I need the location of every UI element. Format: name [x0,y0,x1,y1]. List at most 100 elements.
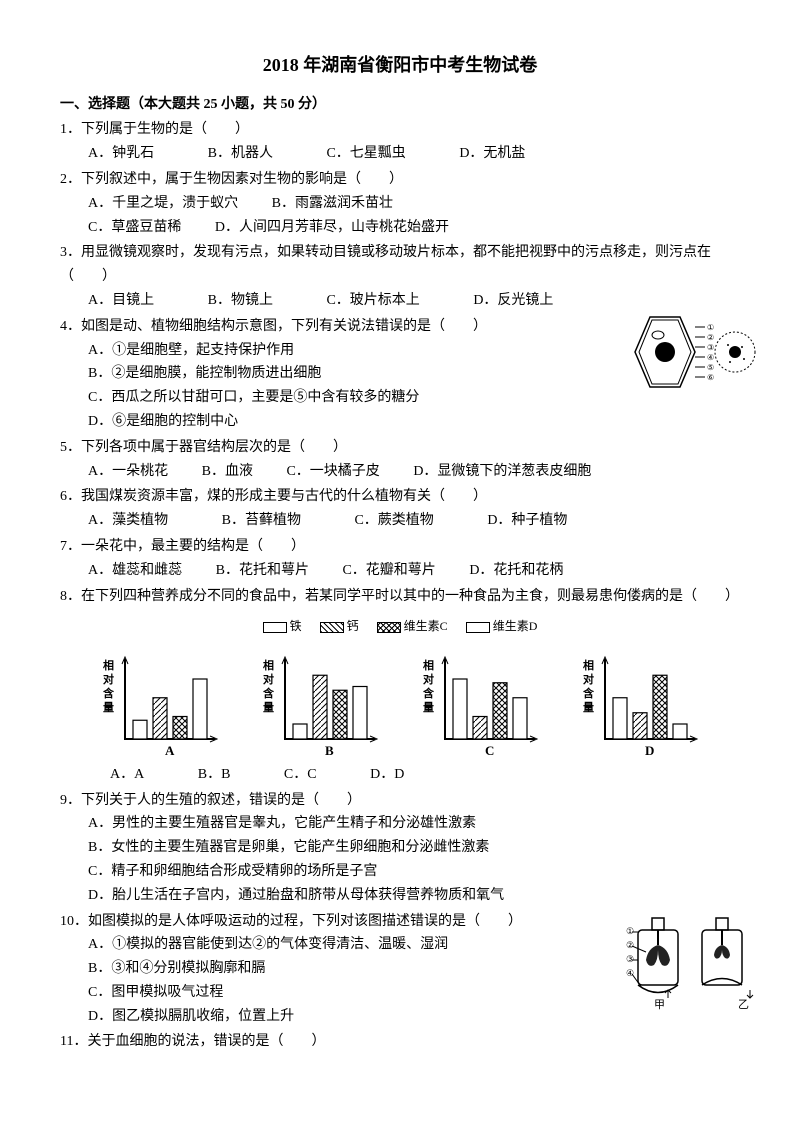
chart-d: 相对含量 D [575,649,705,759]
page-title: 2018 年湖南省衡阳市中考生物试卷 [60,50,740,81]
q9-opt-b: B．女性的主要生殖器官是卵巢，它能产生卵细胞和分泌雌性激素 [88,836,740,860]
q7-opt-a: A．雄蕊和雌蕊 [88,559,182,583]
q2-opt-a: A．千里之堤，溃于蚁穴 [88,192,238,216]
q5-opt-d: D．显微镜下的洋葱表皮细胞 [413,460,591,484]
question-11: 11．关于血细胞的说法，错误的是（ ） [60,1030,740,1054]
legend-iron: 铁 [263,616,302,636]
respiration-diagram: ① ② ③ ④ 甲 乙 [620,910,760,1010]
jar2-label: 乙 [738,998,749,1010]
q2-opt-c: C．草盛豆苗稀 [88,216,181,240]
chart-c: 相对含量 C [415,649,545,759]
svg-text:相: 相 [423,658,434,672]
svg-text:相: 相 [263,658,274,672]
q9-opt-d: D．胎儿生活在子宫内，通过胎盘和脐带从母体获得营养物质和氧气 [88,884,740,908]
svg-text:含: 含 [582,686,595,700]
question-2: 2．下列叙述中，属于生物因素对生物的影响是（ ） A．千里之堤，溃于蚁穴 B．雨… [60,168,740,239]
svg-text:对: 对 [423,672,434,686]
svg-text:对: 对 [583,672,594,686]
q9-options: A．男性的主要生殖器官是睾丸，它能产生精子和分泌雄性激素 B．女性的主要生殖器官… [60,812,740,907]
q8-opt-c: C．C [284,763,317,787]
q1-options: A．钟乳石 B．机器人 C．七星瓢虫 D．无机盐 [60,142,740,166]
section-header: 一、选择题（本大题共 25 小题，共 50 分） [60,93,740,117]
q3-opt-a: A．目镜上 [88,289,154,313]
q11-stem: 11．关于血细胞的说法，错误的是（ ） [60,1030,740,1054]
q9-opt-a: A．男性的主要生殖器官是睾丸，它能产生精子和分泌雄性激素 [88,812,740,836]
question-9: 9．下列关于人的生殖的叙述，错误的是（ ） A．男性的主要生殖器官是睾丸，它能产… [60,789,740,908]
svg-text:含: 含 [422,686,435,700]
svg-text:④: ④ [707,353,714,362]
q2-opt-b: B．雨露滋润禾苗壮 [272,192,393,216]
q6-opt-b: B．苔藓植物 [222,509,301,533]
svg-text:量: 量 [583,701,594,714]
q3-opt-b: B．物镜上 [208,289,273,313]
svg-text:④: ④ [626,968,634,978]
question-1: 1．下列属于生物的是（ ） A．钟乳石 B．机器人 C．七星瓢虫 D．无机盐 [60,118,740,166]
svg-text:C: C [485,743,494,758]
chart-b: 相对含量B [255,649,385,759]
svg-text:D: D [645,743,654,758]
question-7: 7．一朵花中，最主要的结构是（ ） A．雄蕊和雌蕊 B．花托和萼片 C．花瓣和萼… [60,535,740,583]
q7-options: A．雄蕊和雌蕊 B．花托和萼片 C．花瓣和萼片 D．花托和花柄 [60,559,740,583]
q8-opt-b: B．B [198,763,231,787]
svg-text:⑥: ⑥ [707,373,714,382]
question-5: 5．下列各项中属于器官结构层次的是（ ） A．一朵桃花 B．血液 C．一块橘子皮… [60,436,740,484]
q6-opt-a: A．藻类植物 [88,509,168,533]
q5-options: A．一朵桃花 B．血液 C．一块橘子皮 D．显微镜下的洋葱表皮细胞 [60,460,740,484]
chart-legend: 铁 钙 维生素C 维生素D [60,616,740,636]
svg-text:②: ② [707,333,714,342]
q3-opt-d: D．反光镜上 [473,289,553,313]
q9-opt-c: C．精子和卵细胞结合形成受精卵的场所是子宫 [88,860,740,884]
question-10: ① ② ③ ④ 甲 乙 10．如图模拟的是人体呼吸运动的过程，下列对该图描述错误… [60,910,740,1029]
q2-opt-d: D．人间四月芳菲尽，山寺桃花始盛开 [215,216,449,240]
svg-text:相: 相 [103,658,114,672]
q7-stem: 7．一朵花中，最主要的结构是（ ） [60,535,740,559]
q5-stem: 5．下列各项中属于器官结构层次的是（ ） [60,436,740,460]
q5-opt-b: B．血液 [202,460,253,484]
q8-opt-a: A．A [110,763,144,787]
svg-text:①: ① [626,926,634,936]
q9-stem: 9．下列关于人的生殖的叙述，错误的是（ ） [60,789,740,813]
q6-options: A．藻类植物 B．苔藓植物 C．蕨类植物 D．种子植物 [60,509,740,533]
svg-text:①: ① [707,323,714,332]
q6-stem: 6．我国煤炭资源丰富，煤的形成主要与古代的什么植物有关（ ） [60,485,740,509]
q5-opt-c: C．一块橘子皮 [286,460,379,484]
q7-opt-c: C．花瓣和萼片 [342,559,435,583]
svg-text:A: A [165,743,175,758]
q3-opt-c: C．玻片标本上 [326,289,419,313]
question-4: ① ② ③ ④ ⑤ ⑥ 4．如图是动、植物细胞结构示意图，下列有关说法错误的是（… [60,315,740,434]
svg-text:含: 含 [102,686,115,700]
svg-text:③: ③ [707,343,714,352]
q6-opt-c: C．蕨类植物 [354,509,433,533]
q7-opt-b: B．花托和萼片 [216,559,309,583]
chart-a: 相对含量 A [95,649,225,759]
q8-opt-d: D．D [370,763,404,787]
svg-text:③: ③ [626,954,634,964]
svg-text:对: 对 [103,672,114,686]
q7-opt-d: D．花托和花柄 [469,559,563,583]
question-3: 3．用显微镜观察时，发现有污点，如果转动目镜或移动玻片标本，都不能把视野中的污点… [60,241,740,312]
q1-opt-a: A．钟乳石 [88,142,154,166]
svg-text:量: 量 [263,701,274,714]
svg-text:量: 量 [423,701,434,714]
legend-calcium: 钙 [320,616,359,636]
q3-stem: 3．用显微镜观察时，发现有污点，如果转动目镜或移动玻片标本，都不能把视野中的污点… [60,241,740,289]
svg-text:②: ② [626,940,634,950]
q5-opt-a: A．一朵桃花 [88,460,168,484]
jar1-label: 甲 [654,999,665,1010]
question-6: 6．我国煤炭资源丰富，煤的形成主要与古代的什么植物有关（ ） A．藻类植物 B．… [60,485,740,533]
q4-opt-d: D．⑥是细胞的控制中心 [88,410,740,434]
svg-text:对: 对 [263,672,274,686]
svg-text:⑤: ⑤ [707,363,714,372]
svg-text:量: 量 [103,701,114,714]
svg-text:B: B [325,743,334,758]
q1-stem: 1．下列属于生物的是（ ） [60,118,740,142]
q2-options: A．千里之堤，溃于蚁穴 B．雨露滋润禾苗壮 C．草盛豆苗稀 D．人间四月芳菲尽，… [60,192,740,240]
question-8: 8．在下列四种营养成分不同的食品中，若某同学平时以其中的一种食品为主食，则最易患… [60,585,740,787]
q1-opt-c: C．七星瓢虫 [326,142,405,166]
svg-text:相: 相 [583,658,594,672]
q2-stem: 2．下列叙述中，属于生物因素对生物的影响是（ ） [60,168,740,192]
legend-vitd: 维生素D [466,616,538,636]
q1-opt-d: D．无机盐 [459,142,525,166]
chart-row: 相对含量A 相对含量B 相对含量C 相对含量D [60,649,740,759]
q6-opt-d: D．种子植物 [487,509,567,533]
